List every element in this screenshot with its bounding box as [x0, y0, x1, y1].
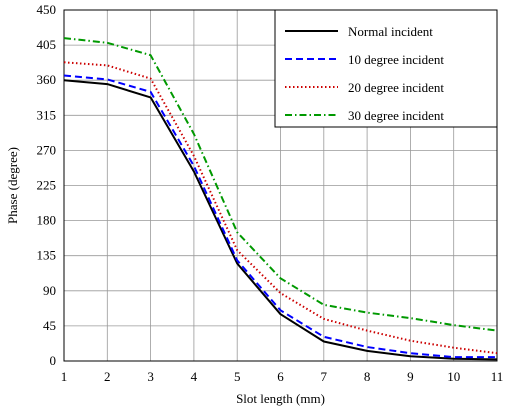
legend-label: 30 degree incident [348, 108, 444, 123]
x-tick-label: 5 [234, 369, 241, 384]
y-tick-label: 450 [37, 2, 57, 17]
y-tick-label: 315 [37, 107, 57, 122]
series-line [63, 61, 498, 355]
legend-label: 20 degree incident [348, 80, 444, 95]
series-line [63, 74, 497, 359]
y-tick-label: 45 [43, 318, 56, 333]
series-lines [63, 37, 498, 361]
x-axis-tick-labels: 1 2 3 4 5 6 7 8 9 10 11 [61, 369, 504, 384]
x-tick-label: 3 [147, 369, 154, 384]
x-tick-label: 10 [447, 369, 460, 384]
series-line [63, 79, 498, 361]
x-tick-label: 4 [191, 369, 198, 384]
x-tick-label: 6 [277, 369, 284, 384]
y-tick-label: 0 [50, 353, 57, 368]
x-axis-title: Slot length (mm) [236, 391, 325, 406]
series-line [63, 37, 498, 332]
legend: Normal incident 10 degree incident 20 degr… [274, 9, 498, 128]
y-axis-tick-labels: 0 45 90 135 180 225 270 315 360 405 450 [37, 2, 57, 368]
y-tick-label: 405 [37, 37, 57, 52]
y-tick-label: 225 [37, 178, 57, 193]
legend-box [274, 9, 498, 128]
x-tick-label: 1 [61, 369, 68, 384]
y-tick-label: 135 [37, 248, 57, 263]
y-axis-title: Phase (degree) [5, 147, 20, 224]
y-tick-label: 270 [37, 142, 57, 157]
y-tick-label: 360 [37, 72, 57, 87]
legend-label: Normal incident [348, 24, 433, 39]
x-tick-label: 8 [364, 369, 371, 384]
x-tick-label: 9 [407, 369, 414, 384]
y-tick-label: 180 [37, 213, 57, 228]
legend-label: 10 degree incident [348, 52, 444, 67]
x-tick-label: 2 [104, 369, 111, 384]
y-tick-label: 90 [43, 283, 56, 298]
x-tick-label: 7 [321, 369, 328, 384]
x-tick-label: 11 [491, 369, 504, 384]
